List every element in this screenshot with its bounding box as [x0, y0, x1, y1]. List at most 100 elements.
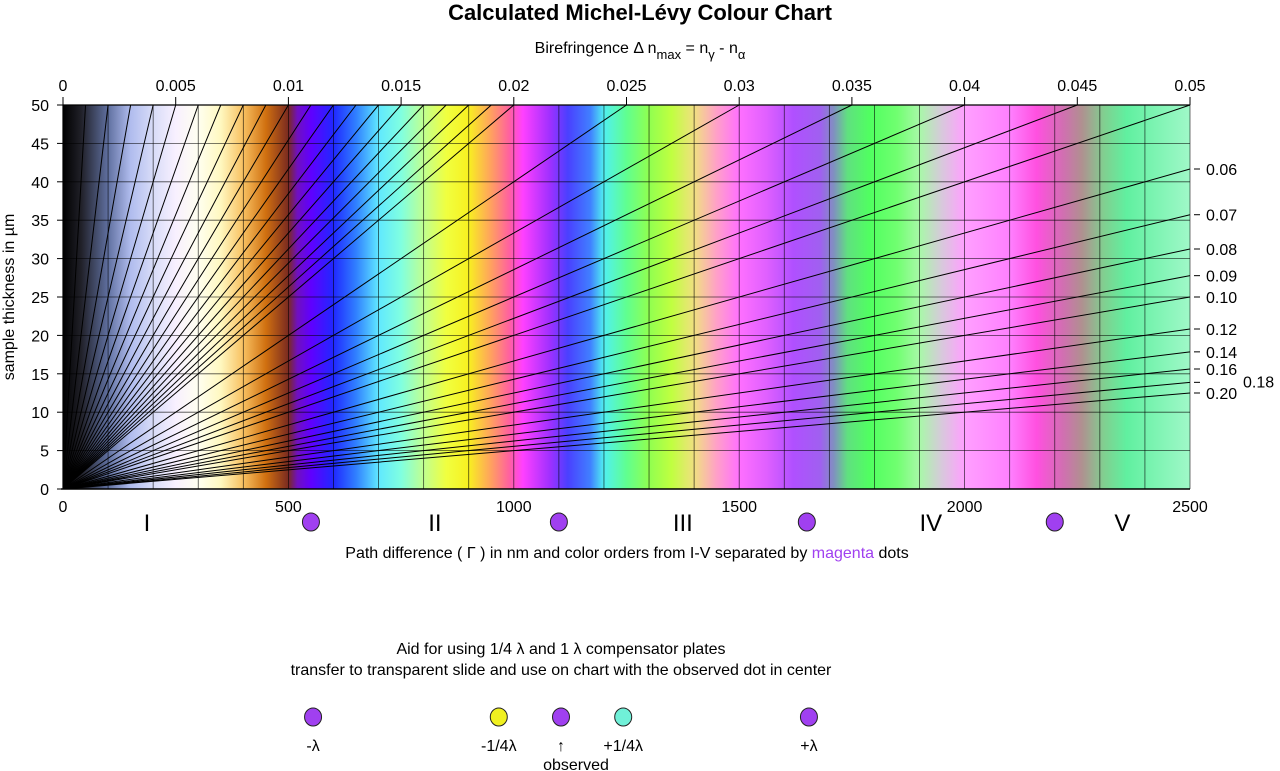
- birefringence-line: [62, 214, 1191, 490]
- top-tick-label: 0.015: [381, 78, 421, 95]
- order-separator-dot: [797, 512, 816, 532]
- birefringence-line: [62, 104, 357, 490]
- top-tick-label: 0.035: [832, 78, 872, 95]
- right-tick-label: 0.10: [1206, 290, 1237, 307]
- birefringence-line: [62, 104, 199, 490]
- birefringence-line: [62, 104, 1078, 490]
- x-tick-label: 2500: [1172, 499, 1208, 516]
- compensator-dot: [614, 707, 633, 727]
- birefringence-lines: [62, 104, 1191, 490]
- x-tick-label: 1000: [496, 499, 532, 516]
- compensator-dot: [552, 707, 570, 727]
- x-tick-label: 500: [275, 499, 302, 516]
- birefringence-line: [62, 168, 1191, 490]
- birefringence-line: [62, 104, 222, 490]
- y-tick-label: 10: [31, 405, 49, 422]
- top-tick-label: 0.05: [1174, 78, 1205, 95]
- compensator-dot-label: -1/4λ: [481, 738, 517, 755]
- birefringence-line: [62, 104, 853, 490]
- top-tick-label: 0.01: [273, 78, 304, 95]
- birefringence-line: [62, 104, 492, 490]
- order-separator-dot: [1045, 512, 1064, 532]
- top-tick-label: 0.005: [156, 78, 196, 95]
- y-axis-label: sample thickness in µm: [1, 214, 18, 381]
- top-tick-label: 0.03: [724, 78, 755, 95]
- y-tick-label: 20: [31, 328, 49, 345]
- axes: 0 500 1000 1500 2000 250005101520253035404550…: [31, 78, 1274, 516]
- top-tick-label: 0.02: [498, 78, 529, 95]
- top-tick-label: 0.04: [949, 78, 980, 95]
- birefringence-line: [62, 368, 1191, 490]
- right-tick-label: 0.12: [1206, 322, 1237, 339]
- birefringence-line: [62, 104, 379, 490]
- birefringence-line: [62, 392, 1191, 490]
- birefringence-line: [62, 104, 627, 490]
- color-order-label: IV: [919, 510, 942, 537]
- order-separator-dot: [549, 512, 568, 532]
- color-order-label: I: [144, 510, 151, 537]
- compensator-dot-label: +1/4λ: [603, 738, 643, 755]
- birefringence-line: [62, 104, 87, 490]
- birefringence-line: [62, 104, 515, 490]
- compensator-dot-label: ↑: [557, 738, 565, 755]
- top-tick-label: 0.045: [1057, 78, 1097, 95]
- y-tick-label: 5: [40, 444, 49, 461]
- y-tick-label: 15: [31, 367, 49, 384]
- chart-title: Calculated Michel-Lévy Colour Chart: [448, 0, 833, 25]
- y-tick-label: 45: [31, 136, 49, 153]
- birefringence-line: [62, 104, 177, 490]
- x-tick-label: 2000: [947, 499, 983, 516]
- compensator-dot-label: +λ: [800, 738, 817, 755]
- color-order-label: II: [428, 510, 441, 537]
- birefringence-line: [62, 104, 447, 490]
- birefringence-line: [62, 275, 1191, 490]
- birefringence-line: [62, 381, 1191, 490]
- right-tick-label: 0.20: [1206, 386, 1237, 403]
- color-order-label: III: [673, 510, 693, 537]
- birefringence-line: [62, 104, 470, 490]
- x-axis-label: Path difference ( Γ ) in nm and color or…: [345, 545, 908, 562]
- birefringence-line: [62, 104, 334, 490]
- compensator-dot: [304, 707, 323, 727]
- top-tick-label: 0.025: [606, 78, 646, 95]
- right-tick-label: 0.18: [1243, 374, 1274, 391]
- right-tick-label: 0.07: [1206, 208, 1237, 225]
- observed-label: observed: [543, 757, 609, 771]
- birefringence-line: [62, 104, 289, 490]
- compensator-aid-dots: -λ -1/4λ ↑ +1/4λ +λ: [304, 707, 818, 755]
- right-tick-label: 0.14: [1206, 345, 1237, 362]
- y-tick-label: 50: [31, 98, 49, 115]
- y-tick-label: 35: [31, 213, 49, 230]
- birefringence-line: [62, 351, 1191, 490]
- birefringence-line: [62, 104, 965, 490]
- right-tick-label: 0.09: [1206, 269, 1237, 286]
- compensator-dot: [489, 707, 508, 727]
- birefringence-line: [62, 104, 109, 490]
- compensator-dot: [799, 707, 818, 727]
- y-tick-label: 30: [31, 252, 49, 269]
- birefringence-line: [62, 104, 740, 490]
- birefringence-line: [62, 104, 1191, 490]
- birefringence-line: [62, 104, 154, 490]
- color-order-label: V: [1114, 510, 1130, 537]
- birefringence-line: [62, 104, 132, 490]
- birefringence-line: [62, 104, 402, 490]
- birefringence-line: [62, 104, 244, 490]
- y-tick-label: 0: [40, 482, 49, 499]
- order-separator-dot: [301, 512, 320, 532]
- y-tick-label: 25: [31, 290, 49, 307]
- birefringence-line: [62, 296, 1191, 490]
- right-tick-label: 0.06: [1206, 162, 1237, 179]
- birefringence-line: [62, 248, 1191, 490]
- right-tick-label: 0.08: [1206, 242, 1237, 259]
- x-tick-label: 1500: [721, 499, 757, 516]
- x-tick-label: 0: [59, 499, 68, 516]
- top-tick-label: 0: [59, 78, 68, 95]
- right-tick-label: 0.16: [1206, 362, 1237, 379]
- compensator-dot-label: -λ: [306, 738, 319, 755]
- aid-line-1: Aid for using 1/4 λ and 1 λ compensator …: [396, 641, 725, 658]
- birefringence-line: [62, 104, 312, 490]
- y-tick-label: 40: [31, 175, 49, 192]
- color-orders: I II III IV V: [144, 510, 1131, 537]
